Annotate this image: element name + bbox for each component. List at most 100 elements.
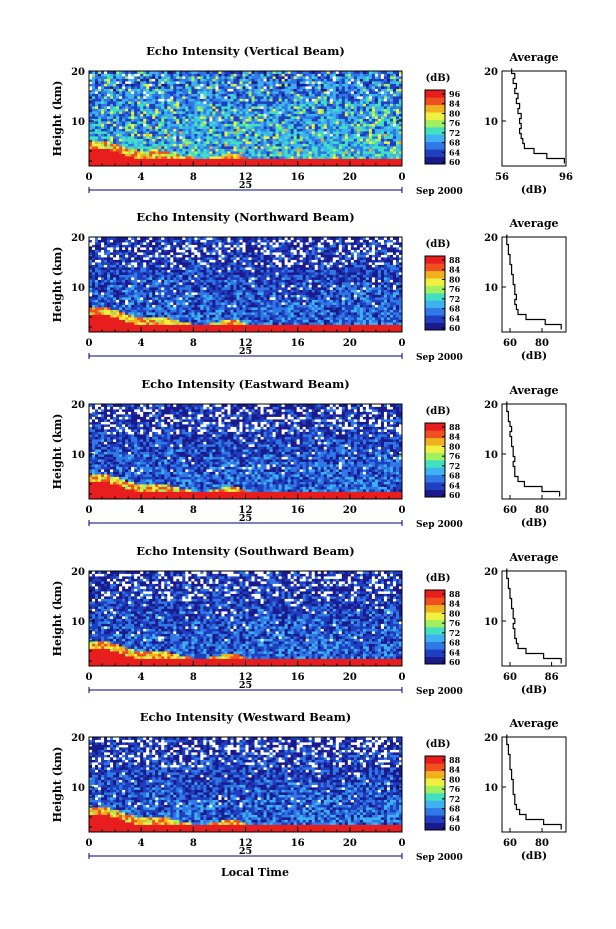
heatmap-cell bbox=[296, 126, 301, 129]
heatmap-cell bbox=[167, 138, 171, 142]
heatmap-cell bbox=[203, 322, 207, 325]
heatmap-cell bbox=[389, 111, 394, 114]
heatmap-cell bbox=[383, 91, 388, 94]
heatmap-cell bbox=[392, 324, 397, 328]
heatmap-cell bbox=[329, 148, 334, 152]
heatmap-cell bbox=[227, 123, 231, 127]
heatmap-cell bbox=[335, 91, 340, 94]
heatmap-cell bbox=[176, 121, 180, 124]
heatmap-cell bbox=[215, 133, 219, 137]
heatmap-cell bbox=[185, 151, 189, 154]
heatmap-cell bbox=[314, 103, 319, 107]
heatmap-cell bbox=[386, 148, 391, 152]
heatmap-cell bbox=[206, 317, 210, 320]
heatmap-cell bbox=[320, 88, 325, 92]
heatmap-cell bbox=[359, 93, 364, 97]
heatmap-cell bbox=[134, 146, 138, 149]
heatmap-cell bbox=[386, 93, 391, 97]
heatmap-cell bbox=[359, 101, 364, 104]
heatmap-cell bbox=[263, 143, 267, 147]
heatmap-cell bbox=[344, 143, 349, 147]
heatmap-cell bbox=[287, 138, 292, 142]
heatmap-cell bbox=[293, 163, 298, 167]
heatmap-cell bbox=[170, 116, 174, 119]
heatmap-cell bbox=[389, 153, 394, 157]
heatmap-cell bbox=[398, 141, 403, 144]
heatmap-cell bbox=[368, 121, 373, 124]
heatmap-cell bbox=[260, 78, 264, 82]
heatmap-cell bbox=[368, 153, 373, 157]
heatmap-cell bbox=[326, 317, 331, 320]
heatmap-cell bbox=[203, 156, 207, 159]
heatmap-cell bbox=[317, 116, 322, 119]
heatmap-cell bbox=[92, 153, 96, 157]
heatmap-cell bbox=[125, 101, 129, 104]
heatmap-cell bbox=[224, 76, 228, 79]
heatmap-cell bbox=[353, 158, 358, 162]
heatmap-cell bbox=[167, 73, 171, 77]
heatmap-cell bbox=[131, 126, 135, 129]
heatmap-cell bbox=[260, 91, 264, 94]
heatmap-cell bbox=[215, 161, 219, 164]
heatmap-cell bbox=[296, 309, 301, 313]
heatmap-cell bbox=[323, 148, 328, 152]
heatmap-cell bbox=[194, 314, 198, 318]
heatmap-cell bbox=[125, 153, 129, 157]
heatmap-cell bbox=[248, 121, 252, 124]
heatmap-cell bbox=[146, 312, 150, 315]
heatmap-cell bbox=[299, 317, 304, 320]
heatmap-cell bbox=[131, 153, 135, 157]
heatmap-cell bbox=[197, 163, 201, 167]
profile-frame bbox=[501, 70, 567, 167]
heatmap-cell bbox=[206, 141, 210, 144]
heatmap-cell bbox=[329, 98, 334, 102]
heatmap-cell bbox=[290, 86, 295, 89]
heatmap-cell bbox=[140, 136, 144, 139]
heatmap-cell bbox=[104, 91, 108, 94]
heatmap-cell bbox=[251, 98, 255, 102]
heatmap-cell bbox=[314, 151, 319, 154]
heatmap-cell bbox=[326, 131, 331, 134]
heatmap-cell bbox=[113, 113, 117, 117]
heatmap-cell bbox=[173, 98, 177, 102]
heatmap-cell bbox=[353, 73, 358, 77]
heatmap-cell bbox=[368, 113, 373, 117]
heatmap-cell bbox=[116, 111, 120, 114]
heatmap-cell bbox=[305, 91, 310, 94]
heatmap-cell bbox=[104, 148, 108, 152]
heatmap-cell bbox=[392, 158, 397, 162]
heatmap-cell bbox=[173, 131, 177, 134]
heatmap-cell bbox=[389, 138, 394, 142]
colorbar-tick-label: 76 bbox=[449, 118, 461, 128]
heatmap-cell bbox=[242, 111, 246, 114]
heatmap-cell bbox=[113, 121, 117, 124]
heatmap-cell bbox=[113, 76, 117, 79]
heatmap-cell bbox=[338, 148, 343, 152]
heatmap-cell bbox=[113, 91, 117, 94]
heatmap-cell bbox=[341, 103, 346, 107]
heatmap-cell bbox=[113, 312, 117, 315]
heatmap-cell bbox=[128, 151, 132, 154]
heatmap-cell bbox=[335, 118, 340, 122]
heatmap-cell bbox=[245, 133, 249, 137]
heatmap-cell bbox=[332, 121, 337, 124]
heatmap-cell bbox=[332, 319, 337, 323]
x-tick-label: 12 bbox=[239, 172, 253, 183]
heatmap-cell bbox=[329, 141, 334, 144]
heatmap-cell bbox=[245, 101, 249, 104]
heatmap-cell bbox=[89, 108, 93, 112]
heatmap-cell bbox=[158, 327, 162, 330]
heatmap-cell bbox=[344, 93, 349, 97]
heatmap-cell bbox=[257, 73, 261, 77]
heatmap-cell bbox=[173, 143, 177, 147]
heatmap-cell bbox=[251, 83, 255, 87]
heatmap-cell bbox=[344, 86, 349, 89]
heatmap-cell bbox=[194, 116, 198, 119]
heatmap-cell bbox=[329, 81, 334, 84]
heatmap-cell bbox=[245, 81, 249, 84]
heatmap-cell bbox=[224, 83, 228, 87]
heatmap-cell bbox=[218, 156, 222, 159]
heatmap-cell bbox=[221, 86, 225, 89]
heatmap-cell bbox=[278, 319, 283, 323]
heatmap-cell bbox=[377, 314, 382, 318]
